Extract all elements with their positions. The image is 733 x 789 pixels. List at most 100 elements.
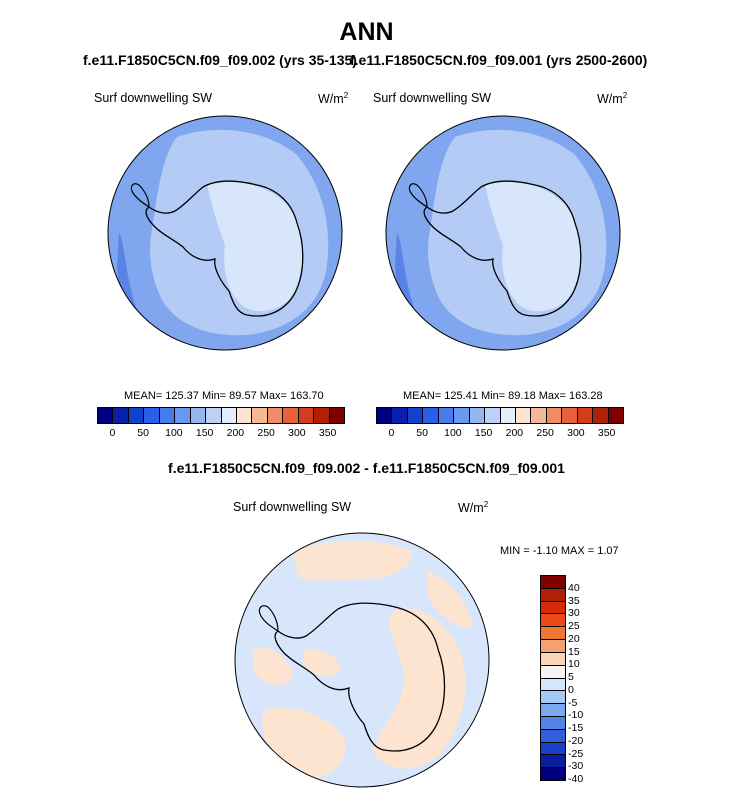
colorbar-tick-label: -5	[568, 696, 578, 709]
diff-variable-label: Surf downwelling SW	[233, 500, 352, 514]
colorbar-swatch	[541, 691, 565, 705]
colorbar-tick-label: 40	[568, 581, 580, 594]
colorbar-tick-label: 30	[568, 607, 580, 620]
figure-title: ANN	[339, 18, 394, 46]
colorbar-swatch	[541, 576, 565, 589]
colorbar-tick-label: 200	[226, 427, 245, 439]
colorbar-swatch	[531, 408, 547, 423]
panel1-units: W/m2	[318, 91, 349, 107]
panel1-case-title: f.e11.F1850C5CN.f09_f09.002 (yrs 35-135)	[83, 52, 357, 68]
colorbar-swatch	[485, 408, 501, 423]
colorbar-swatch	[541, 614, 565, 628]
peninsula-outline	[130, 183, 150, 208]
colorbar-tick-label: 5	[568, 671, 574, 683]
colorbar-tick-label: 100	[165, 427, 183, 439]
colorbar-tick-label: 350	[597, 427, 616, 439]
colorbar-tick-label: 200	[505, 427, 524, 439]
colorbar-swatch	[541, 588, 565, 602]
positive-regions	[253, 540, 473, 780]
diff-colorbar	[540, 575, 566, 781]
colorbar-tick-label: 250	[536, 427, 554, 439]
colorbar-swatch	[515, 408, 532, 423]
colorbar-swatch	[541, 729, 565, 743]
colorbar-swatch	[314, 408, 330, 423]
colorbar-swatch	[438, 408, 455, 423]
colorbar-tick-label: 0	[109, 427, 116, 439]
colorbar-swatch	[541, 768, 565, 780]
colorbar-tick-label: 300	[567, 427, 585, 439]
colorbar-tick-label: -30	[568, 760, 584, 773]
colorbar-swatch	[577, 408, 594, 423]
colorbar-tick-label: 20	[568, 632, 580, 645]
colorbar-tick-label: 350	[318, 427, 337, 439]
panel2-variable-label: Surf downwelling SW	[373, 91, 492, 105]
colorbar-swatch	[562, 408, 578, 423]
panel1-colorbar-ticks: 0 50 100 150 200 250 300 350	[97, 427, 343, 441]
colorbar-swatch	[608, 408, 623, 423]
panel2-units: W/m2	[597, 91, 628, 107]
colorbar-swatch	[541, 627, 565, 641]
colorbar-tick-label: 0	[568, 683, 574, 696]
colorbar-swatch	[407, 408, 424, 423]
colorbar-tick-label: 300	[288, 427, 306, 439]
colorbar-swatch	[329, 408, 344, 423]
colorbar-tick-label: -40	[568, 773, 584, 785]
colorbar-tick-label: -15	[568, 722, 584, 734]
colorbar-swatch	[144, 408, 160, 423]
colorbar-tick-label: 150	[474, 427, 493, 439]
panel2-case-title: f.e11.F1850C5CN.f09_f09.001 (yrs 2500-26…	[350, 52, 648, 68]
colorbar-swatch	[541, 716, 565, 730]
panel2-colorbar-ticks: 0 50 100 150 200 250 300 350	[376, 427, 622, 441]
antarctica-outline	[274, 602, 446, 752]
colorbar-tick-label: -20	[568, 734, 584, 747]
colorbar-swatch	[541, 652, 565, 666]
colorbar-tick-label: 150	[195, 427, 214, 439]
colorbar-swatch	[541, 678, 565, 692]
colorbar-swatch	[206, 408, 222, 423]
colorbar-swatch	[469, 408, 486, 423]
colorbar-swatch	[190, 408, 207, 423]
peninsula-outline	[258, 605, 279, 632]
panel2-antarctic-map	[385, 115, 621, 351]
antarctica-outline	[423, 180, 582, 317]
colorbar-tick-label: 0	[388, 427, 395, 439]
panel1-colorbar	[97, 407, 345, 424]
plateau-region	[207, 182, 303, 312]
colorbar-swatch	[593, 408, 609, 423]
colorbar-tick-label: 35	[568, 594, 580, 607]
diff-title: f.e11.F1850C5CN.f09_f09.002 - f.e11.F185…	[168, 460, 565, 476]
colorbar-swatch	[98, 408, 114, 423]
plateau-region	[485, 182, 581, 312]
panel1-antarctic-map	[107, 115, 343, 351]
diff-stats: MIN = -1.10 MAX = 1.07	[500, 545, 619, 557]
colorbar-swatch	[546, 408, 563, 423]
colorbar-swatch	[113, 408, 129, 423]
colorbar-tick-label: -25	[568, 747, 584, 760]
colorbar-tick-label: 250	[257, 427, 275, 439]
colorbar-swatch	[236, 408, 253, 423]
colorbar-tick-label: 15	[568, 645, 580, 658]
colorbar-tick-label: 10	[568, 658, 580, 671]
colorbar-tick-label: 25	[568, 620, 580, 632]
colorbar-tick-label: 50	[137, 427, 149, 439]
panel2-colorbar	[376, 407, 624, 424]
colorbar-swatch	[175, 408, 191, 423]
colorbar-swatch	[541, 742, 565, 756]
colorbar-swatch	[541, 640, 565, 653]
colorbar-tick-label: -10	[568, 709, 584, 722]
colorbar-swatch	[221, 408, 237, 423]
colorbar-swatch	[252, 408, 268, 423]
panel1-stats: MEAN= 125.37 Min= 89.57 Max= 163.70	[124, 390, 324, 402]
colorbar-swatch	[454, 408, 470, 423]
colorbar-swatch	[159, 408, 176, 423]
colorbar-swatch	[541, 601, 565, 615]
panel2-stats: MEAN= 125.41 Min= 89.18 Max= 163.28	[403, 390, 603, 402]
colorbar-swatch	[541, 665, 565, 679]
colorbar-swatch	[298, 408, 315, 423]
colorbar-tick-label: 50	[416, 427, 428, 439]
diff-antarctic-map	[234, 532, 490, 788]
colorbar-swatch	[267, 408, 284, 423]
panel1-variable-label: Surf downwelling SW	[94, 91, 213, 105]
colorbar-swatch	[128, 408, 145, 423]
peninsula-outline	[408, 183, 428, 208]
